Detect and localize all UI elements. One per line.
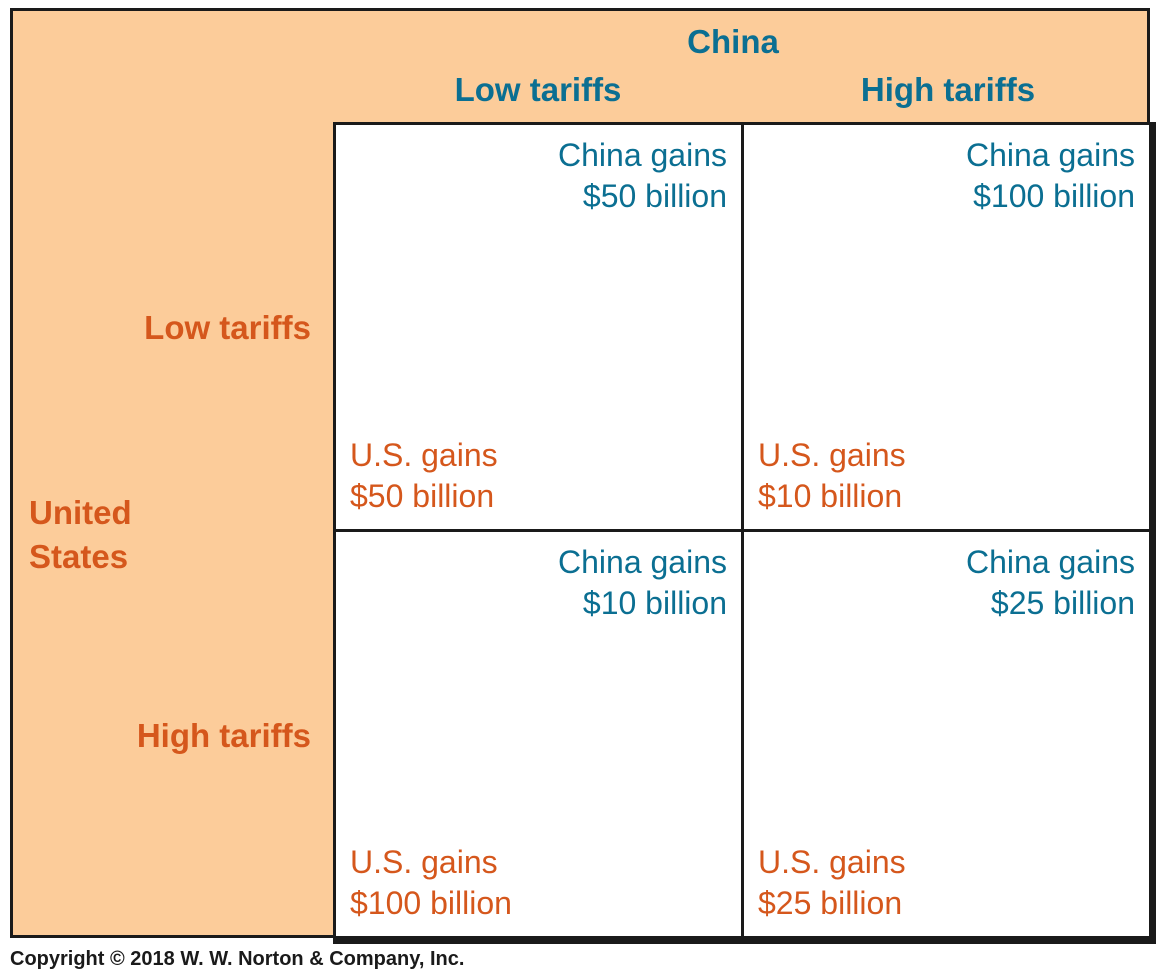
copyright-notice: Copyright © 2018 W. W. Norton & Company,… [10, 948, 465, 970]
us-payoff-label: U.S. gains [350, 437, 498, 473]
row-player-title-line1: United [29, 494, 132, 531]
row-label-low-tariffs: Low tariffs [144, 309, 311, 346]
us-payoff-value: $100 billion [350, 885, 512, 921]
china-payoff: China gains $10 billion [558, 542, 727, 624]
row-player-title-line2: States [29, 538, 129, 575]
us-payoff-label: U.S. gains [758, 844, 906, 880]
us-payoff-label: U.S. gains [350, 844, 498, 880]
us-payoff: U.S. gains $50 billion [350, 435, 498, 517]
cell-low-low: China gains $50 billion U.S. gains $50 b… [336, 125, 741, 529]
china-payoff-label: China gains [966, 137, 1135, 173]
cell-high-low: China gains $10 billion U.S. gains $100 … [336, 532, 741, 936]
us-payoff-value: $25 billion [758, 885, 903, 921]
us-payoff-label: U.S. gains [758, 437, 906, 473]
column-label-high-tariffs: High tariffs [860, 71, 1036, 108]
column-player-title: China [687, 23, 779, 60]
us-payoff-value: $50 billion [350, 478, 495, 514]
china-payoff-label: China gains [558, 544, 727, 580]
payoff-matrix-frame: China Low tariffs High tariffs Low tarif… [10, 8, 1156, 944]
cell-low-high: China gains $100 billion U.S. gains $10 … [744, 125, 1149, 529]
china-payoff-value: $100 billion [973, 178, 1135, 214]
us-payoff: U.S. gains $25 billion [758, 842, 906, 924]
china-payoff-label: China gains [966, 544, 1135, 580]
row-label-high-tariffs: High tariffs [136, 717, 311, 754]
china-payoff-value: $50 billion [582, 178, 727, 214]
row-player-title: United States [29, 491, 229, 579]
us-payoff: U.S. gains $10 billion [758, 435, 906, 517]
china-payoff: China gains $25 billion [966, 542, 1135, 624]
us-payoff: U.S. gains $100 billion [350, 842, 512, 924]
cell-high-high: China gains $25 billion U.S. gains $25 b… [744, 532, 1149, 936]
payoff-grid: China gains $50 billion U.S. gains $50 b… [333, 122, 1156, 944]
china-payoff-value: $25 billion [990, 585, 1135, 621]
china-payoff-label: China gains [558, 137, 727, 173]
us-payoff-value: $10 billion [758, 478, 903, 514]
column-label-low-tariffs: Low tariffs [454, 71, 622, 108]
china-payoff-value: $10 billion [582, 585, 727, 621]
china-payoff: China gains $50 billion [558, 135, 727, 217]
china-payoff: China gains $100 billion [966, 135, 1135, 217]
